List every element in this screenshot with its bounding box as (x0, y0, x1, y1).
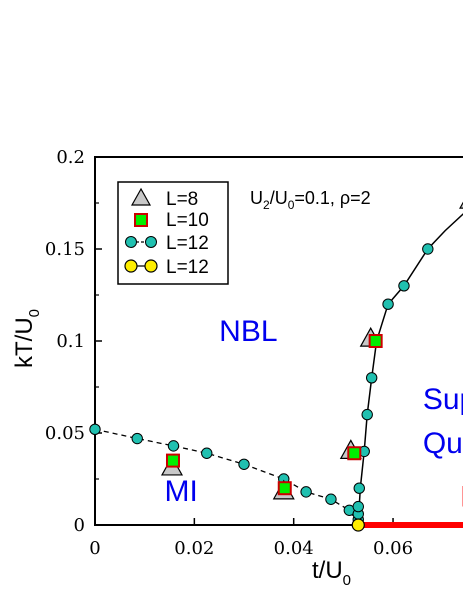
x-tick-label: 0.02 (174, 538, 214, 559)
legend-square-marker (134, 213, 148, 227)
data-point-l12-cyan-circle (382, 298, 394, 310)
data-point-l10-square (165, 453, 180, 468)
region-label-mi: MI (165, 475, 198, 508)
legend-cyan-circle-right (145, 236, 157, 248)
data-point-l12-cyan-circle (352, 500, 364, 513)
data-point-l12-cyan-circle (167, 440, 180, 452)
y-tick-label: 0.05 (45, 423, 85, 444)
legend-label-l8: L=8 (166, 189, 198, 210)
data-point-l12-cyan-circle (325, 493, 337, 505)
y-axis-ticks: 0 0.05 0.1 0.15 0.2 (45, 147, 102, 536)
y-axis-title-main: kT/U (11, 317, 38, 368)
annot-u: U (250, 188, 263, 208)
legend-cyan-circle-left (125, 236, 137, 248)
x-axis-title-sub: 0 (343, 572, 351, 589)
x-axis-ticks: 00.020.040.060 (89, 518, 413, 559)
region-label-quas: Quas (423, 427, 463, 460)
data-point-l12-cyan-circle (398, 280, 410, 292)
legend-label-l10: L=10 (166, 210, 209, 231)
data-point-l12-cyan-circle (361, 408, 373, 421)
mi-boundary-dashed-line (94, 428, 359, 526)
data-point-l12-cyan-circle (353, 482, 365, 494)
annot-slash: /U (270, 188, 288, 208)
annot-rest: =0.1, ρ=2 (294, 188, 370, 208)
region-label-sup: Sup (423, 383, 463, 416)
data-markers (89, 201, 463, 532)
annot-sub-0: 0 (288, 198, 295, 212)
data-point-l10-square (347, 446, 362, 461)
y-axis-title: kT/U0 (11, 309, 43, 368)
y-tick-label: 0 (74, 515, 85, 536)
data-point-l12-cyan-circle (422, 243, 434, 255)
data-point-l12-cyan-circle (300, 486, 312, 498)
y-tick-label: 0.1 (56, 331, 85, 352)
data-point-l10-square (277, 481, 292, 496)
x-tick-label: 0.06 (373, 538, 413, 559)
legend: L=8 L=10 L=12 L=12 (117, 181, 229, 285)
region-label-nbl: NBL (219, 315, 277, 348)
legend-yellow-circle-right (144, 259, 158, 273)
x-tick-label: 0.04 (274, 538, 314, 559)
y-tick-label: 0.2 (56, 147, 85, 168)
superfluid-boundary-line (357, 213, 463, 526)
x-axis-title: t/U0 (312, 557, 351, 589)
data-point-l12-yellow-circle (351, 518, 365, 532)
legend-label-l12-yellow: L=12 (166, 257, 209, 278)
data-point-l12-cyan-circle (89, 423, 101, 436)
legend-label-l12-cyan: L=12 (166, 233, 209, 254)
data-point-l12-cyan-circle (131, 432, 143, 445)
legend-triangle-marker (130, 187, 152, 206)
data-point-l10-square (368, 334, 383, 348)
region-label-b: B (460, 481, 463, 514)
parameter-annotation: U2/U0=0.1, ρ=2 (250, 188, 371, 212)
annot-sub-2: 2 (263, 198, 270, 212)
y-tick-label: 0.15 (45, 239, 85, 260)
y-axis-title-sub: 0 (26, 309, 43, 317)
x-axis-title-main: t/U (312, 557, 343, 584)
data-point-l12-cyan-circle (201, 447, 213, 459)
data-point-l8-triangle (459, 201, 463, 209)
data-point-l12-cyan-circle (365, 372, 378, 384)
data-point-l12-cyan-circle (238, 458, 250, 470)
legend-yellow-circle-left (124, 259, 138, 273)
x-tick-label: 0 (89, 538, 100, 559)
